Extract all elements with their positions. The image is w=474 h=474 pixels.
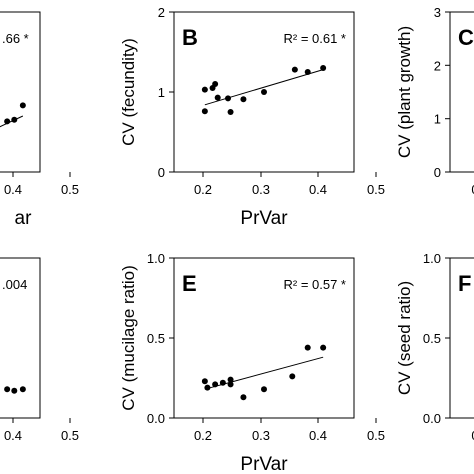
x-tick-label: 0.5 [367,182,385,197]
data-point [214,94,221,101]
data-point [19,102,26,109]
y-axis-label: CV (mucilage ratio) [119,265,138,411]
x-tick-label: 0.4 [4,428,22,443]
data-point [240,394,247,401]
r-squared-annotation: R² = 0.61 * [283,31,346,46]
panel-left-top: 0.4 0.5 ar .66 * [0,11,79,229]
x-tick-label: 0.5 [367,428,385,443]
panel-letter: B [182,25,198,50]
plot-frame [449,11,474,173]
data-point [201,108,208,115]
data-point [225,95,231,102]
panel-left-bottom: 0.4 0.5 .004 [0,257,79,443]
data-point [227,381,234,388]
panel-c: 0 0 1 2 3 CV (plant growth) C [395,5,474,197]
y-tick-label: 1.0 [423,251,441,266]
y-tick-label: 2 [434,58,441,73]
r-squared-annotation: .66 * [2,31,29,46]
y-tick-label: 0 [434,165,441,180]
data-point [304,69,311,75]
data-point [201,378,208,385]
data-point [11,116,18,123]
y-tick-label: 1 [434,112,441,127]
y-tick-label: 0.5 [423,331,441,346]
r-squared-annotation: .004 [2,277,27,292]
data-point [320,65,327,71]
x-axis-label: ar [15,208,33,229]
y-tick-label: 0 [158,165,165,180]
plot-frame [0,257,41,419]
data-point [19,386,26,393]
x-axis-label: PrVar [240,208,288,229]
data-point [227,376,234,383]
r-squared-annotation: R² = 0.57 * [283,277,346,292]
x-tick-label: 0.4 [309,182,327,197]
x-tick-label: 0.2 [194,428,212,443]
data-point [4,118,11,125]
panel-letter: E [182,271,197,296]
y-tick-label: 2 [158,5,165,20]
data-point [261,386,267,393]
data-point [227,109,234,115]
panel-letter: F [458,271,471,296]
y-axis-label: CV (fecundity) [119,38,138,146]
y-axis-label: CV (plant growth) [395,26,414,158]
y-tick-label: 3 [434,5,441,20]
x-tick-label: 0.5 [61,428,79,443]
x-tick-label: 0.4 [309,428,327,443]
data-point [201,86,208,93]
x-tick-label: 0 [471,182,474,197]
x-tick-label: 0.3 [252,428,270,443]
x-tick-label: 0.5 [61,182,79,197]
data-point [304,344,311,351]
panel-e: 0.2 0.3 0.4 0.5 0.0 0.5 1.0 PrVar CV (mucilage r… [119,251,385,474]
y-tick-label: 0.0 [147,411,165,426]
trend-line [204,69,324,106]
data-point [11,387,18,394]
data-point [240,96,247,103]
trend-line [0,115,24,128]
panel-f: 0 0.0 0.5 1.0 CV (seed ratio) F [395,251,474,443]
plot-frame [0,11,41,173]
data-point [212,81,219,87]
y-tick-label: 0.5 [147,331,165,346]
x-tick-label: 0.3 [252,182,270,197]
data-point [289,373,296,380]
data-point [291,66,298,73]
panel-letter: C [458,25,474,50]
x-tick-label: 0.4 [4,182,22,197]
y-axis-label: CV (seed ratio) [395,281,414,395]
x-axis-label: PrVar [240,454,288,474]
panel-b: 0.2 0.3 0.4 0.5 0 1 2 PrVar CV (fecundity) B R² = … [119,5,385,229]
data-point [4,386,11,393]
data-point [204,384,211,391]
x-tick-label: 0 [471,428,474,443]
y-tick-label: 0.0 [423,411,441,426]
data-point [219,379,226,386]
x-tick-label: 0.2 [194,182,212,197]
data-point [261,89,267,95]
y-tick-label: 1 [158,85,165,100]
y-tick-label: 1.0 [147,251,165,266]
data-point [320,344,327,351]
data-point [212,381,219,388]
